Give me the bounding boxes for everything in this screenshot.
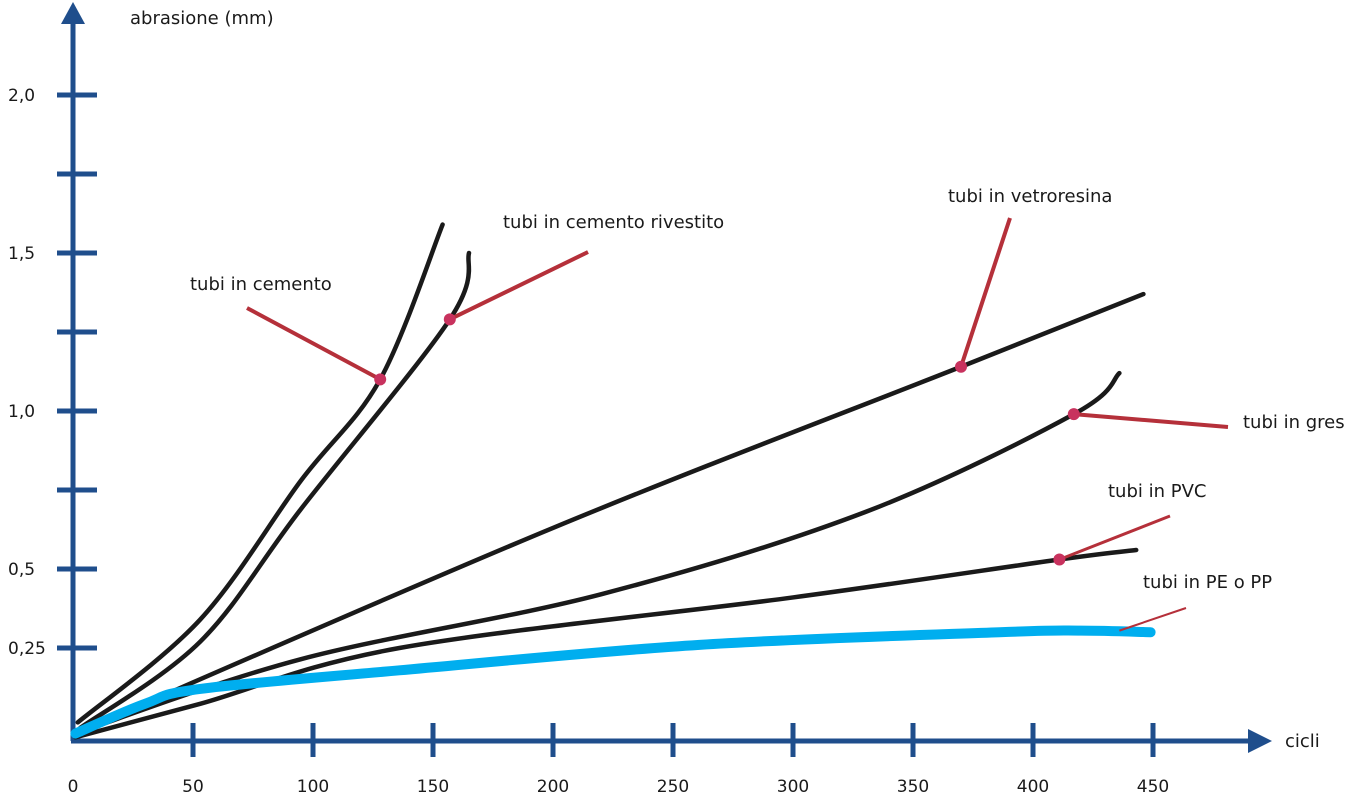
annotation-leader xyxy=(448,250,589,322)
annotation-leader xyxy=(1119,607,1187,632)
y-tick-label: 1,0 xyxy=(8,402,35,422)
series-line-3 xyxy=(73,370,1122,736)
y-axis-arrow xyxy=(61,2,85,24)
annotations: tubi in cemento tubi in cemento rivestito… xyxy=(190,186,1345,632)
x-axis-label: cicli xyxy=(1285,731,1320,752)
series-line-2 xyxy=(73,291,1146,736)
y-tick-label: 1,5 xyxy=(8,244,35,264)
axes: 0 50 100 150 200 250 300 350 400 450 0,25 0,5 1,0 1,5… xyxy=(8,2,1272,797)
annotation-leader xyxy=(959,217,1012,368)
annotation-marker xyxy=(443,313,456,326)
series-label: tubi in gres xyxy=(1243,412,1345,433)
x-tick-label: 150 xyxy=(417,777,449,797)
annotation-marker xyxy=(374,373,387,386)
series-curves xyxy=(70,222,1156,740)
series-line-4 xyxy=(73,547,1139,740)
x-tick-label: 100 xyxy=(297,777,329,797)
y-tick-label: 0,25 xyxy=(8,639,46,659)
annotation-marker xyxy=(1067,408,1080,421)
x-tick-label: 200 xyxy=(537,777,569,797)
y-tick-label: 2,0 xyxy=(8,86,35,106)
series-label: tubi in cemento xyxy=(190,274,332,295)
x-tick-label: 450 xyxy=(1137,777,1169,797)
x-tick-label: 400 xyxy=(1017,777,1049,797)
x-tick-label: 350 xyxy=(897,777,929,797)
annotation-leader xyxy=(1058,514,1171,561)
x-tick-label: 50 xyxy=(182,777,204,797)
x-tick-label: 300 xyxy=(777,777,809,797)
annotation-leader xyxy=(246,306,382,382)
y-axis-label: abrasione (mm) xyxy=(130,8,274,29)
x-axis-arrow xyxy=(1248,729,1272,753)
x-tick-label: 250 xyxy=(657,777,689,797)
x-tick-label: 0 xyxy=(68,777,79,797)
annotation-marker xyxy=(1053,553,1066,566)
y-tick-label: 0,5 xyxy=(8,560,35,580)
annotation-leader xyxy=(1073,412,1229,429)
series-line-5 xyxy=(70,625,1156,739)
series-label: tubi in PVC xyxy=(1108,481,1206,502)
annotation-marker xyxy=(955,360,967,373)
series-line-0 xyxy=(75,222,445,725)
series-label: tubi in vetroresina xyxy=(948,186,1112,207)
series-label: tubi in PE o PP xyxy=(1143,572,1272,593)
series-label: tubi in cemento rivestito xyxy=(503,212,724,233)
